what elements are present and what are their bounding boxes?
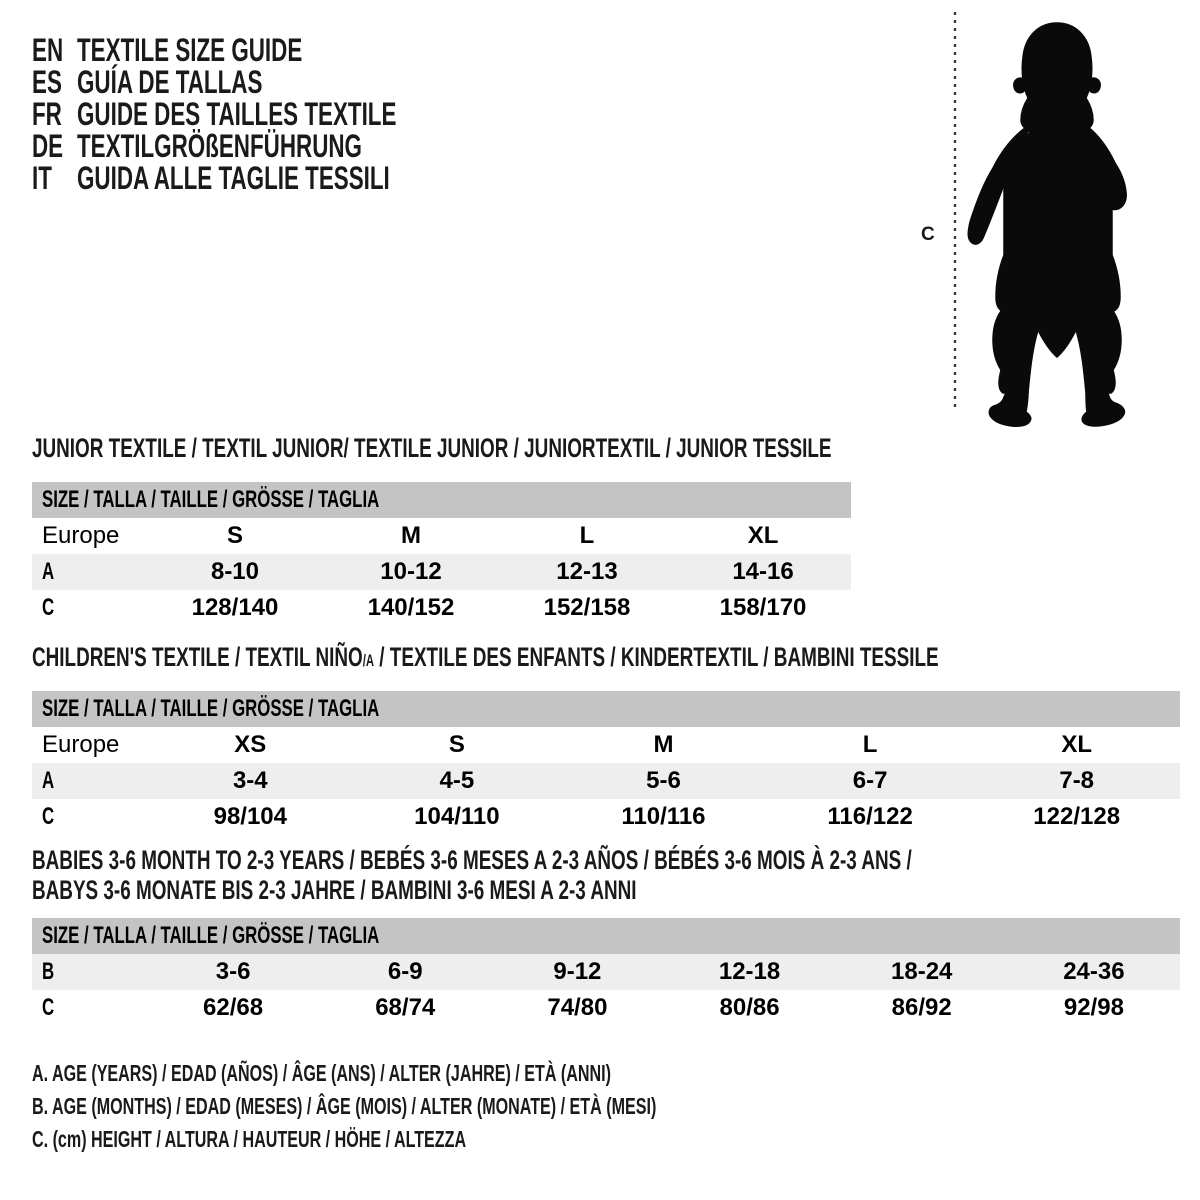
svg-text:C: C [921, 224, 935, 245]
